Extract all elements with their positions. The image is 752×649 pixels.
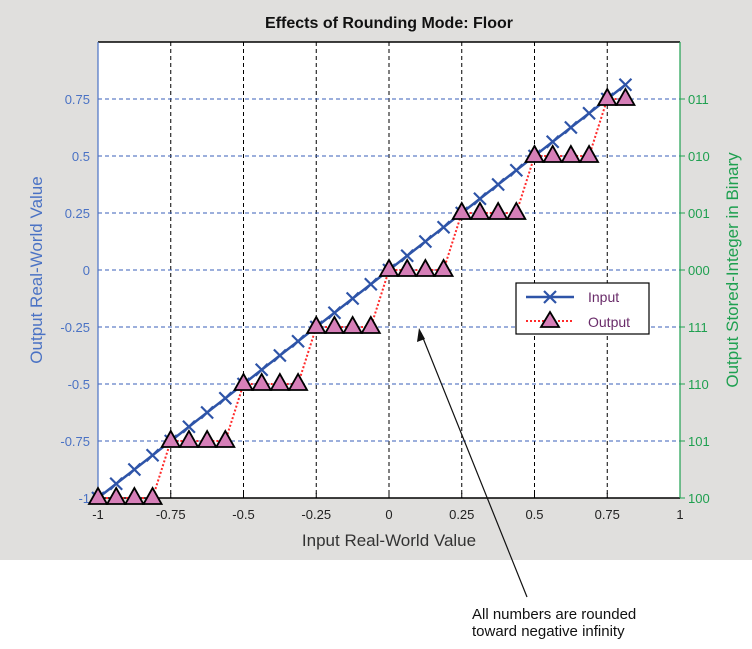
x-tick-label: 0.75 [595, 507, 620, 522]
input-marker [509, 163, 524, 178]
output-marker [560, 144, 582, 163]
input-marker [491, 177, 505, 192]
legend-input-label: Input [588, 289, 619, 305]
annotation-line-1: All numbers are rounded [472, 606, 637, 623]
input-marker [618, 77, 633, 92]
output-marker [123, 486, 145, 505]
output-marker [596, 87, 618, 106]
x-tick-label: 0 [385, 507, 392, 522]
output-marker [414, 258, 436, 277]
y-tick-label: 0.5 [72, 149, 90, 164]
output-marker [323, 315, 345, 334]
input-marker [436, 220, 451, 235]
x-tick-label: -0.25 [301, 507, 331, 522]
output-marker [178, 429, 200, 448]
input-marker [182, 419, 196, 434]
x-axis-label: Input Real-World Value [302, 531, 476, 550]
output-marker [396, 258, 418, 277]
input-marker [545, 134, 560, 149]
input-marker [473, 191, 487, 206]
output-marker [269, 372, 291, 391]
y-tick-label: -0.5 [68, 377, 90, 392]
output-marker [523, 144, 546, 163]
input-marker [273, 348, 287, 363]
output-marker [305, 315, 327, 334]
input-marker [218, 391, 233, 406]
annotation-arrow [420, 332, 528, 598]
input-marker [582, 106, 596, 121]
input-marker [400, 248, 414, 263]
annotation-arrowhead [417, 328, 425, 342]
output-marker [378, 258, 400, 277]
input-marker [127, 462, 142, 477]
output-marker [251, 372, 273, 391]
y2-tick-label: 110 [688, 377, 709, 392]
x-tick-label: -1 [92, 507, 104, 522]
input-marker [345, 291, 360, 306]
output-marker [105, 486, 127, 505]
output-marker [196, 429, 218, 448]
chart-title: Effects of Rounding Mode: Floor [265, 15, 513, 32]
legend-output-marker [539, 310, 561, 328]
x-tick-label: 0.25 [449, 507, 474, 522]
output-marker [232, 372, 255, 391]
y-tick-label: -1 [78, 491, 90, 506]
legend-output-label: Output [588, 314, 630, 330]
y-axis-label: Output Real-World Value [27, 176, 46, 363]
output-marker [142, 486, 164, 505]
input-marker [254, 362, 269, 377]
input-marker [418, 234, 433, 249]
output-marker [614, 87, 636, 106]
y2-tick-label: 101 [688, 434, 710, 449]
input-marker [327, 305, 342, 320]
output-marker [160, 429, 182, 448]
input-marker [109, 476, 123, 491]
y2-tick-label: 010 [688, 149, 710, 164]
output-marker [433, 258, 455, 277]
input-marker [564, 120, 578, 135]
legend-box [515, 282, 650, 335]
output-marker [542, 144, 564, 163]
y2-tick-label: 111 [688, 320, 708, 335]
y2-tick-label: 011 [688, 92, 709, 107]
output-marker [469, 201, 491, 220]
y-tick-label: -0.75 [60, 434, 90, 449]
output-marker [578, 144, 600, 163]
annotation-text: All numbers are rounded toward negative … [472, 606, 636, 640]
input-marker [291, 334, 305, 349]
output-marker [505, 201, 527, 220]
y-tick-label: -0.25 [60, 320, 90, 335]
x-tick-label: 1 [676, 507, 683, 522]
y-tick-label: 0.25 [65, 206, 90, 221]
output-marker [487, 201, 509, 220]
y-tick-label: 0.75 [65, 92, 90, 107]
x-tick-label: 0.5 [525, 507, 543, 522]
output-marker [214, 429, 236, 448]
output-marker [287, 372, 309, 391]
x-tick-label: -0.5 [232, 507, 254, 522]
annotation-line-2: toward negative infinity [472, 623, 625, 640]
y2-tick-label: 000 [688, 263, 710, 278]
output-marker [360, 315, 382, 334]
y-tick-label: 0 [83, 263, 90, 278]
y2-axis-label: Output Stored-Integer in Binary [723, 152, 742, 388]
input-marker [364, 277, 378, 292]
input-marker [200, 405, 214, 420]
output-marker [342, 315, 364, 334]
output-marker [451, 201, 473, 220]
output-marker [87, 486, 109, 505]
y2-tick-label: 001 [688, 206, 710, 221]
x-tick-label: -0.75 [156, 507, 186, 522]
legend-input-marker [543, 290, 557, 304]
input-marker [145, 448, 160, 463]
y2-tick-label: 100 [688, 491, 710, 506]
